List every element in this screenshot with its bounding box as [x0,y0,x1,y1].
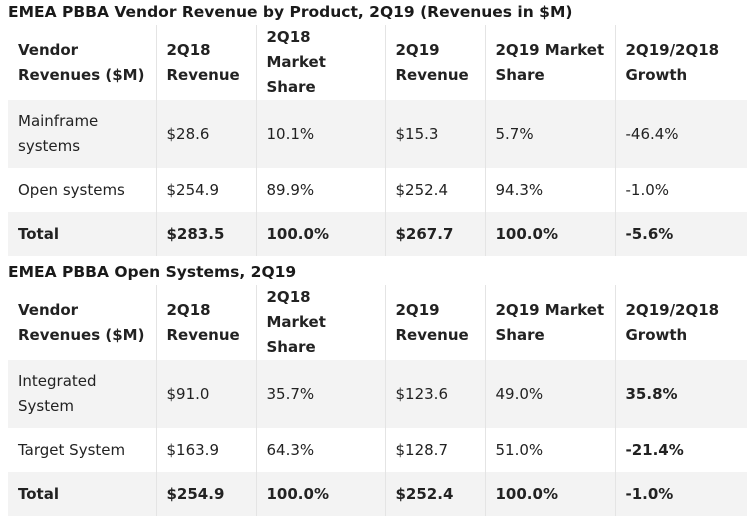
vendor-revenue-by-product-table: Vendor Revenues ($M) 2Q18 Revenue 2Q18 M… [8,25,747,256]
table-header-row: Vendor Revenues ($M) 2Q18 Revenue 2Q18 M… [8,25,747,100]
row-label: Target System [8,428,157,472]
header-vendor: Vendor Revenues ($M) [8,25,157,100]
header-2q19-share: 2Q19 Market Share [485,25,616,100]
table-row: Integrated System $91.0 35.7% $123.6 49.… [8,360,747,428]
table-total-row: Total $254.9 100.0% $252.4 100.0% -1.0% [8,472,747,516]
cell-growth: -5.6% [615,212,747,256]
cell-2q18-share: 10.1% [256,100,386,168]
cell-2q19-revenue: $267.7 [385,212,486,256]
cell-2q19-share: 5.7% [485,100,616,168]
header-2q19-revenue: 2Q19 Revenue [385,285,486,360]
cell-growth: -1.0% [615,472,747,516]
table-row: Mainframe systems $28.6 10.1% $15.3 5.7%… [8,100,747,168]
header-2q19-share: 2Q19 Market Share [485,285,616,360]
cell-2q18-share: 100.0% [256,472,386,516]
table-row: Target System $163.9 64.3% $128.7 51.0% … [8,428,747,472]
header-2q18-share: 2Q18 Market Share [256,25,386,100]
cell-2q18-revenue: $91.0 [156,360,257,428]
cell-2q18-share: 64.3% [256,428,386,472]
cell-2q18-share: 35.7% [256,360,386,428]
open-systems-table: Vendor Revenues ($M) 2Q18 Revenue 2Q18 M… [8,285,747,516]
cell-growth: -46.4% [615,100,747,168]
header-2q18-revenue: 2Q18 Revenue [156,285,257,360]
row-label: Total [8,472,157,516]
row-label: Mainframe systems [8,100,157,168]
row-label: Open systems [8,168,157,212]
header-growth: 2Q19/2Q18 Growth [615,285,747,360]
table-header-row: Vendor Revenues ($M) 2Q18 Revenue 2Q18 M… [8,285,747,360]
header-2q19-revenue: 2Q19 Revenue [385,25,486,100]
header-2q18-share: 2Q18 Market Share [256,285,386,360]
table-row: Open systems $254.9 89.9% $252.4 94.3% -… [8,168,747,212]
row-label: Integrated System [8,360,157,428]
cell-2q19-share: 51.0% [485,428,616,472]
cell-2q18-share: 89.9% [256,168,386,212]
cell-2q19-revenue: $123.6 [385,360,486,428]
table2-title: EMEA PBBA Open Systems, 2Q19 [8,263,297,281]
cell-2q18-share: 100.0% [256,212,386,256]
row-label: Total [8,212,157,256]
cell-2q19-revenue: $252.4 [385,168,486,212]
cell-growth: -1.0% [615,168,747,212]
cell-2q19-revenue: $252.4 [385,472,486,516]
cell-2q19-share: 100.0% [485,472,616,516]
cell-2q19-share: 100.0% [485,212,616,256]
cell-2q19-revenue: $128.7 [385,428,486,472]
cell-2q18-revenue: $254.9 [156,472,257,516]
cell-2q18-revenue: $254.9 [156,168,257,212]
cell-2q19-share: 49.0% [485,360,616,428]
header-2q18-revenue: 2Q18 Revenue [156,25,257,100]
header-growth: 2Q19/2Q18 Growth [615,25,747,100]
table-total-row: Total $283.5 100.0% $267.7 100.0% -5.6% [8,212,747,256]
cell-2q19-share: 94.3% [485,168,616,212]
cell-2q18-revenue: $163.9 [156,428,257,472]
table1-title: EMEA PBBA Vendor Revenue by Product, 2Q1… [8,3,573,21]
cell-growth: 35.8% [615,360,747,428]
header-vendor: Vendor Revenues ($M) [8,285,157,360]
cell-growth: -21.4% [615,428,747,472]
cell-2q18-revenue: $28.6 [156,100,257,168]
cell-2q18-revenue: $283.5 [156,212,257,256]
cell-2q19-revenue: $15.3 [385,100,486,168]
